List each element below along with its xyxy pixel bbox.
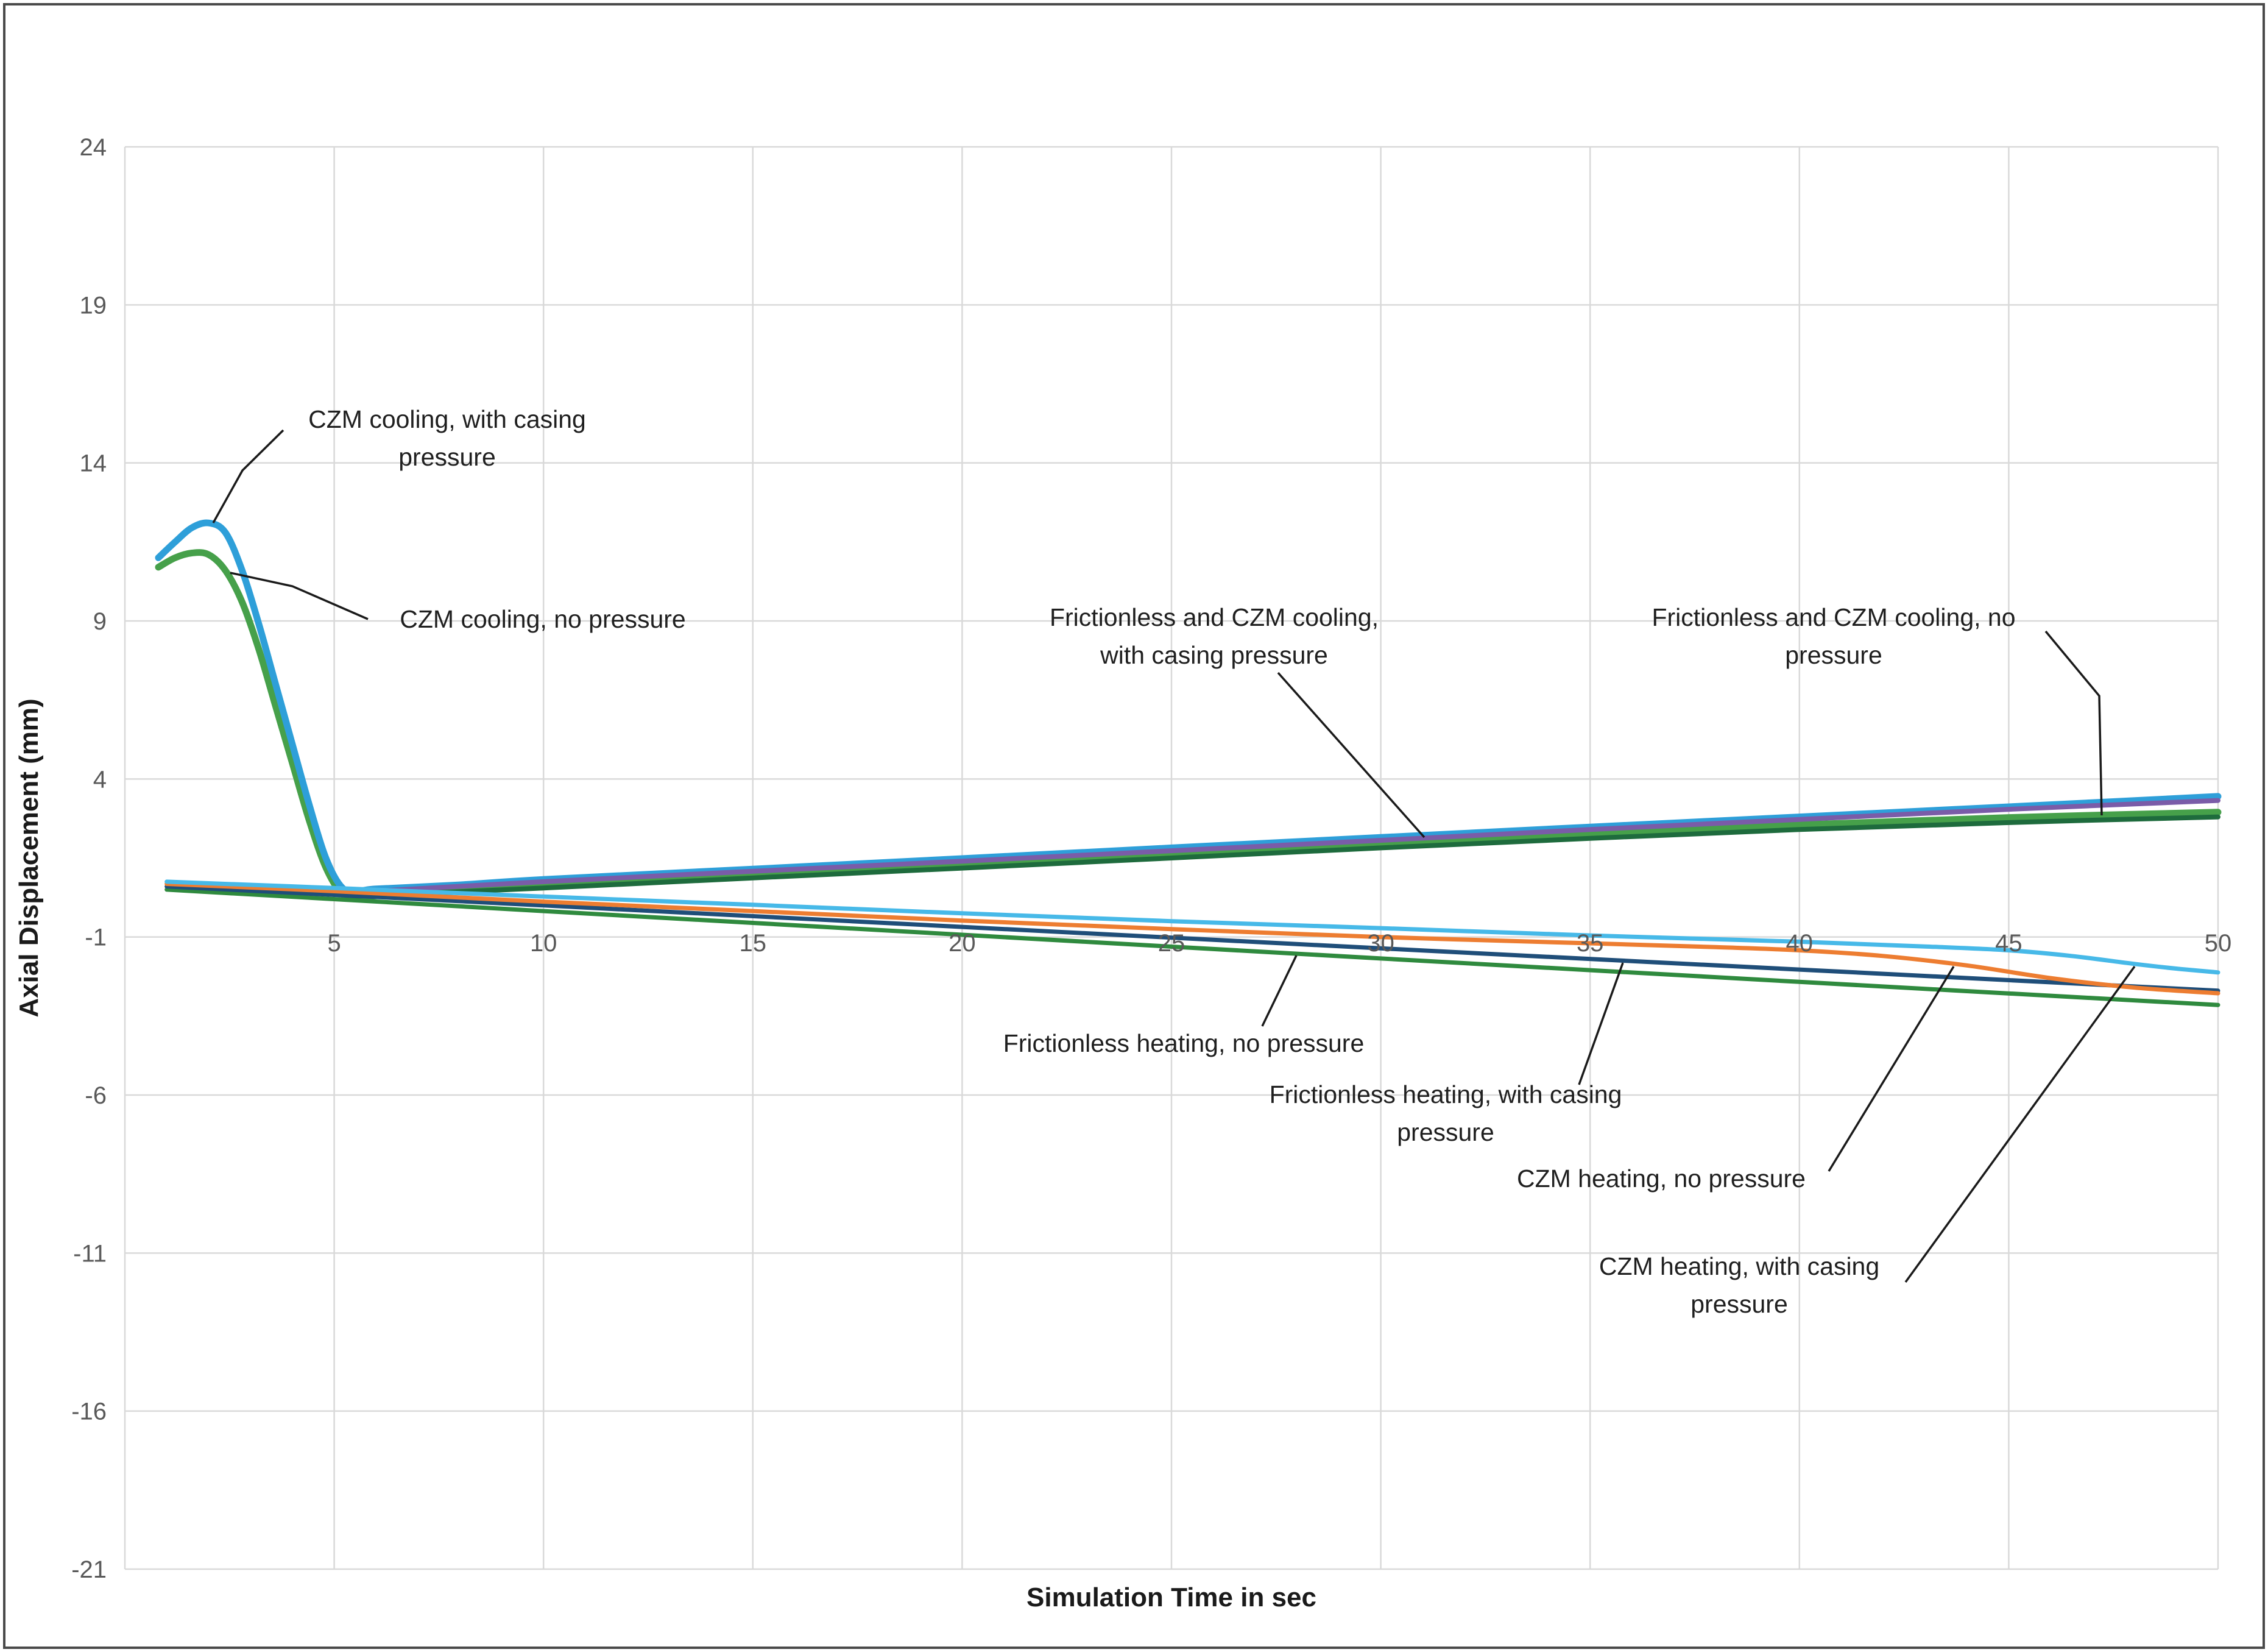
czm-cooling-with-pressure-label: CZM cooling, with casing bbox=[308, 405, 586, 433]
czm-heating-no-pressure-label: CZM heating, no pressure bbox=[1517, 1165, 1806, 1193]
czm-cooling-no-pressure-label-leader bbox=[230, 572, 369, 620]
series-czm-heating-with-pressure bbox=[164, 879, 2220, 975]
series-frictionless-heating-no-pressure bbox=[164, 887, 2220, 1007]
y-axis-title: Axial Displacement (mm) bbox=[14, 698, 44, 1017]
series-layer bbox=[155, 519, 2222, 1007]
frictionless-heating-no-pressure-label: Frictionless heating, no pressure bbox=[1003, 1029, 1365, 1057]
frictionless-heating-no-pressure-label-leader bbox=[1261, 955, 1298, 1027]
label-layer: 5 10 15 20 25 30 35 40 45 50 24 19 14 9 4 -1 -6 -11 -16 -21 bbox=[71, 134, 2231, 1583]
x-tick-label: 50 bbox=[2205, 930, 2232, 957]
czm-heating-with-pressure-label: CZM heating, with casing bbox=[1599, 1252, 1879, 1280]
annotation-layer: CZM cooling, with casing pressure CZM cool… bbox=[212, 405, 2136, 1318]
czm-heating-no-pressure-label-leader bbox=[1828, 966, 1955, 1172]
x-axis-title: Simulation Time in sec bbox=[1026, 1583, 1316, 1612]
x-tick-label: 30 bbox=[1367, 930, 1394, 957]
x-tick-label: 35 bbox=[1577, 930, 1604, 957]
y-tick-label: -11 bbox=[73, 1240, 107, 1267]
series-frictionless-cooling-with-pressure bbox=[344, 798, 2220, 896]
x-tick-label: 15 bbox=[740, 930, 767, 957]
y-tick-label: 14 bbox=[80, 450, 107, 477]
x-tick-label: 45 bbox=[1995, 930, 2022, 957]
czm-heating-with-pressure-label-leader bbox=[1904, 965, 2136, 1283]
frictionless-heating-with-pressure-label: Frictionless heating, with casing bbox=[1270, 1080, 1622, 1108]
frictionless-czm-cooling-no-pressure-label: pressure bbox=[1785, 641, 1882, 669]
frictionless-heating-with-pressure-label: pressure bbox=[1397, 1118, 1494, 1146]
x-tick-label: 10 bbox=[530, 930, 557, 957]
series-frictionless-heating-with-pressure bbox=[164, 884, 2220, 993]
czm-cooling-with-pressure-label: pressure bbox=[398, 443, 496, 471]
x-tick-label: 20 bbox=[949, 930, 976, 957]
x-tick-label: 25 bbox=[1158, 930, 1185, 957]
czm-cooling-no-pressure-label: CZM cooling, no pressure bbox=[400, 605, 685, 633]
y-tick-label: -21 bbox=[71, 1556, 107, 1583]
x-tick-label: 5 bbox=[327, 930, 341, 957]
y-tick-label: 4 bbox=[93, 766, 107, 793]
frictionless-czm-cooling-with-pressure-label: Frictionless and CZM cooling, bbox=[1050, 603, 1379, 631]
y-tick-label: 9 bbox=[93, 608, 107, 635]
frictionless-czm-cooling-no-pressure-label: Frictionless and CZM cooling, no bbox=[1652, 603, 2015, 631]
series-czm-heating-no-pressure bbox=[164, 882, 2220, 996]
grid-layer bbox=[124, 146, 2219, 1570]
frictionless-czm-cooling-with-pressure-label-leader bbox=[1277, 672, 1425, 838]
y-tick-label: -1 bbox=[85, 924, 107, 951]
y-tick-label: -6 bbox=[85, 1082, 107, 1109]
x-tick-label: 40 bbox=[1786, 930, 1814, 957]
y-tick-label: 24 bbox=[80, 134, 107, 161]
y-tick-label: 19 bbox=[80, 292, 107, 319]
czm-cooling-with-pressure-label-leader bbox=[212, 429, 284, 523]
series-czm-cooling-with-pressure bbox=[155, 519, 2222, 895]
frictionless-czm-cooling-with-pressure-label: with casing pressure bbox=[1100, 641, 1328, 669]
czm-heating-with-pressure-label: pressure bbox=[1690, 1290, 1788, 1318]
series-frictionless-cooling-no-pressure bbox=[344, 814, 2220, 899]
y-tick-label: -16 bbox=[71, 1399, 107, 1425]
frictionless-heating-with-pressure-label-leader bbox=[1578, 962, 1624, 1085]
frictionless-czm-cooling-no-pressure-label-leader bbox=[2044, 630, 2103, 816]
